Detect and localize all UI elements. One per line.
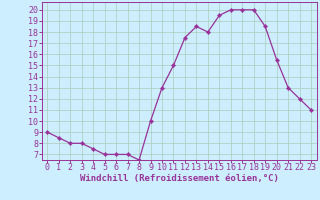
X-axis label: Windchill (Refroidissement éolien,°C): Windchill (Refroidissement éolien,°C) bbox=[80, 174, 279, 183]
